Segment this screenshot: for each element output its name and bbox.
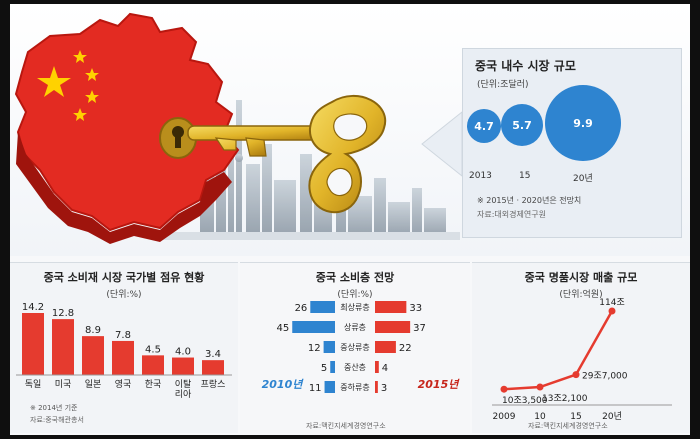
share-title: 중국 소비재 시장 국가별 점유 현황 [43,271,205,284]
consumer-bar-2010 [323,341,335,353]
consumer-unit: (단위:%) [337,290,373,300]
year-20: 20년 [573,174,593,184]
consumer-value-2010: 11 [309,383,322,394]
consumer-bar-2015 [375,301,407,313]
luxury-value-label: 10조3,500 [502,396,548,406]
luxury-panel: 중국 명품시장 매출 규모 (단위:억원) 2009 10 15 20년 10조3,50… [472,262,690,433]
share-category-label: 리아 [175,389,192,400]
share-unit: (단위:%) [106,290,142,300]
share-value-label: 7.8 [115,330,131,341]
china-map [14,12,240,232]
consumer-category-label: 상류층 [344,322,366,332]
consumer-category-label: 최상류층 [340,302,369,312]
consumer-category-label: 중하류층 [340,382,369,392]
consumer-bar-2010 [292,321,335,333]
bubble-2013: 4.7 [467,109,501,143]
share-category-label: 일본 [85,379,102,390]
luxury-x-label: 2009 [493,412,516,421]
consumer-title: 중국 소비층 전망 [315,271,395,284]
share-bar [112,340,134,375]
luxury-point [536,383,544,391]
consumer-series-2015-label: 2015년 [418,378,461,391]
bubble-2020: 9.9 [545,85,621,161]
share-value-label: 8.9 [85,325,101,336]
luxury-point [572,371,580,379]
luxury-point [608,307,616,315]
consumer-bar-2015 [375,321,411,333]
luxury-value-label: 114조 [599,298,624,308]
luxury-line [503,310,614,391]
year-2013: 2013 [469,171,492,181]
share-value-label: 4.5 [145,344,161,355]
share-bar [172,357,194,375]
share-category-label: 미국 [55,379,72,390]
luxury-x-label: 20년 [602,411,622,421]
luxury-x-label: 15 [570,412,581,421]
share-bar [22,313,44,375]
consumer-value-2015: 37 [413,323,426,334]
consumer-value-2010: 12 [308,343,321,354]
share-category-label: 이탈 [175,379,192,390]
illustration-art [14,12,463,244]
consumer-value-2010: 5 [321,363,327,374]
luxury-value-label: 13조2,100 [542,394,588,404]
consumer-value-2015: 3 [381,383,387,394]
market-size-title: 중국 내수 시장 규모 [475,59,576,73]
luxury-point [500,385,508,393]
market-size-inset: 중국 내수 시장 규모 (단위:조달러) 4.7 5.7 9.9 2013 15… [462,48,682,238]
consumer-bar-2010 [324,381,335,393]
consumer-value-2010: 26 [295,303,308,314]
share-category-label: 영국 [115,379,132,390]
luxury-x-label: 10 [534,412,546,421]
luxury-unit: (단위:억원) [559,290,603,300]
bubble-2015: 5.7 [501,104,543,146]
luxury-value-label: 29조7,000 [582,372,628,382]
consumer-panel: 중국 소비층 전망 (단위:%) 최상류층 26 33 상류층 45 37 중상류층 12 22… [240,262,470,433]
share-category-label: 한국 [145,379,162,390]
market-size-note: ※ 2015년 · 2020년은 전망치 [477,196,582,205]
consumer-value-2015: 33 [409,303,422,314]
market-size-unit: (단위:조달러) [477,80,529,90]
share-value-label: 3.4 [205,349,221,360]
luxury-source: 자료:맥킨지세계경영연구소 [528,422,608,430]
market-size-source: 자료:대외경제연구원 [477,210,546,219]
consumer-source: 자료:맥킨지세계경영연구소 [306,422,386,430]
share-panel: 중국 소비재 시장 국가별 점유 현황 (단위:%) 14.2 독일 12.8 미국 8… [10,262,238,433]
share-value-label: 14.2 [22,302,44,313]
consumer-value-2015: 22 [399,343,412,354]
consumer-bar-2015 [375,341,396,353]
consumer-category-label: 중산층 [344,362,366,372]
share-note: ※ 2014년 기준 [30,404,78,412]
year-15: 15 [519,171,531,181]
consumer-butterfly-chart: 최상류층 26 33 상류층 45 37 중상류층 12 22 중산층 5 4 중하류층 11 3 2010년… [262,301,461,394]
share-value-label: 12.8 [52,308,74,319]
china-key-illustration: 중국 내수 시장 규모 (단위:조달러) 4.7 5.7 9.9 2013 15… [10,4,690,256]
share-value-label: 4.0 [175,347,191,358]
share-bar [142,355,164,375]
share-bar [82,336,104,375]
luxury-title: 중국 명품시장 매출 규모 [524,271,638,284]
consumer-bar-2010 [310,301,335,313]
infographic: 중국 내수 시장 규모 (단위:조달러) 4.7 5.7 9.9 2013 15… [10,4,690,435]
share-bar [202,360,224,375]
share-source: 자료:중국해관총서 [30,416,84,424]
consumer-series-2010-label: 2010년 [262,378,305,391]
consumer-bar-2015 [375,361,379,373]
flag-stars [37,50,99,121]
consumer-value-2015: 4 [382,363,388,374]
consumer-value-2010: 45 [277,323,290,334]
golden-key [187,95,387,214]
consumer-bar-2015 [375,381,378,393]
share-category-label: 독일 [25,379,42,390]
share-category-label: 프랑스 [201,378,226,390]
consumer-category-label: 중상류층 [340,342,369,352]
share-bar [52,319,74,375]
consumer-bar-2010 [330,361,335,373]
